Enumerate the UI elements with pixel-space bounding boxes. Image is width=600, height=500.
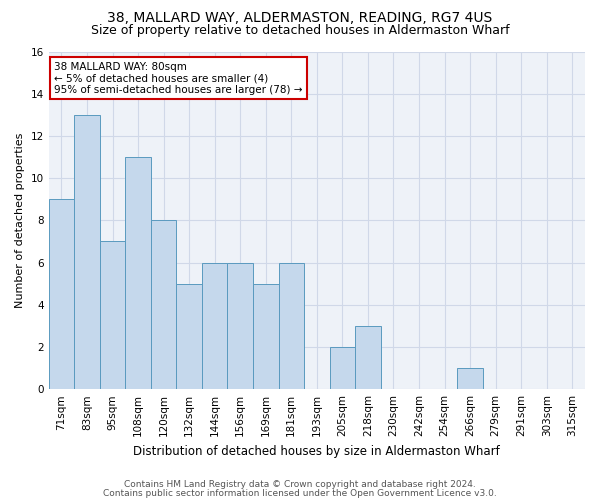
Bar xyxy=(202,262,227,389)
Bar xyxy=(125,157,151,389)
Bar xyxy=(278,262,304,389)
Y-axis label: Number of detached properties: Number of detached properties xyxy=(15,132,25,308)
Text: 38 MALLARD WAY: 80sqm
← 5% of detached houses are smaller (4)
95% of semi-detach: 38 MALLARD WAY: 80sqm ← 5% of detached h… xyxy=(54,62,302,95)
Bar xyxy=(457,368,483,389)
Text: 38, MALLARD WAY, ALDERMASTON, READING, RG7 4US: 38, MALLARD WAY, ALDERMASTON, READING, R… xyxy=(107,11,493,25)
Bar xyxy=(151,220,176,389)
Bar xyxy=(176,284,202,389)
Text: Contains public sector information licensed under the Open Government Licence v3: Contains public sector information licen… xyxy=(103,488,497,498)
X-axis label: Distribution of detached houses by size in Aldermaston Wharf: Distribution of detached houses by size … xyxy=(133,444,500,458)
Bar xyxy=(227,262,253,389)
Bar xyxy=(74,115,100,389)
Bar xyxy=(253,284,278,389)
Text: Contains HM Land Registry data © Crown copyright and database right 2024.: Contains HM Land Registry data © Crown c… xyxy=(124,480,476,489)
Bar xyxy=(355,326,380,389)
Bar xyxy=(329,347,355,389)
Text: Size of property relative to detached houses in Aldermaston Wharf: Size of property relative to detached ho… xyxy=(91,24,509,37)
Bar xyxy=(49,199,74,389)
Bar xyxy=(100,242,125,389)
